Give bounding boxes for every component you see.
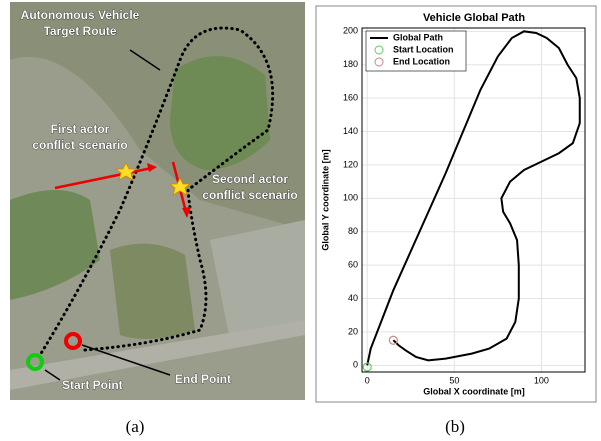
y-tick-label: 180 (343, 59, 358, 69)
first-actor-label: First actor (51, 122, 110, 136)
second-actor-label: Second actor (212, 172, 288, 186)
end-label: End Point (175, 372, 231, 386)
y-tick-label: 40 (348, 293, 358, 303)
second-actor-label: conflict scenario (202, 188, 297, 202)
y-axis-label: Global Y coordinate [m] (320, 149, 330, 250)
y-tick-label: 160 (343, 93, 358, 103)
y-tick-label: 140 (343, 126, 358, 136)
y-tick-label: 80 (348, 226, 358, 236)
y-tick-label: 60 (348, 260, 358, 270)
figure: Autonomous Vehicle Target Route First ac… (0, 0, 601, 441)
legend-label: End Location (393, 56, 450, 66)
x-axis-label: Global X coordinate [m] (423, 386, 525, 396)
chart-title: Vehicle Global Path (423, 12, 525, 24)
x-tick-label: 50 (449, 375, 459, 385)
route-label: Autonomous Vehicle (21, 8, 140, 22)
y-tick-label: 200 (343, 26, 358, 36)
route-label: Target Route (43, 24, 116, 38)
first-actor-label: conflict scenario (32, 138, 127, 152)
y-tick-label: 100 (343, 193, 358, 203)
legend-label: Start Location (393, 44, 454, 54)
y-tick-label: 0 (353, 360, 358, 370)
y-tick-label: 20 (348, 326, 358, 336)
plot-area (362, 28, 585, 372)
legend-label: Global Path (393, 32, 443, 42)
start-label: Start Point (62, 378, 123, 392)
x-tick-label: 0 (365, 375, 370, 385)
caption: (b) (445, 417, 465, 436)
y-tick-label: 120 (343, 159, 358, 169)
caption: (a) (126, 417, 145, 436)
x-tick-label: 100 (534, 375, 549, 385)
